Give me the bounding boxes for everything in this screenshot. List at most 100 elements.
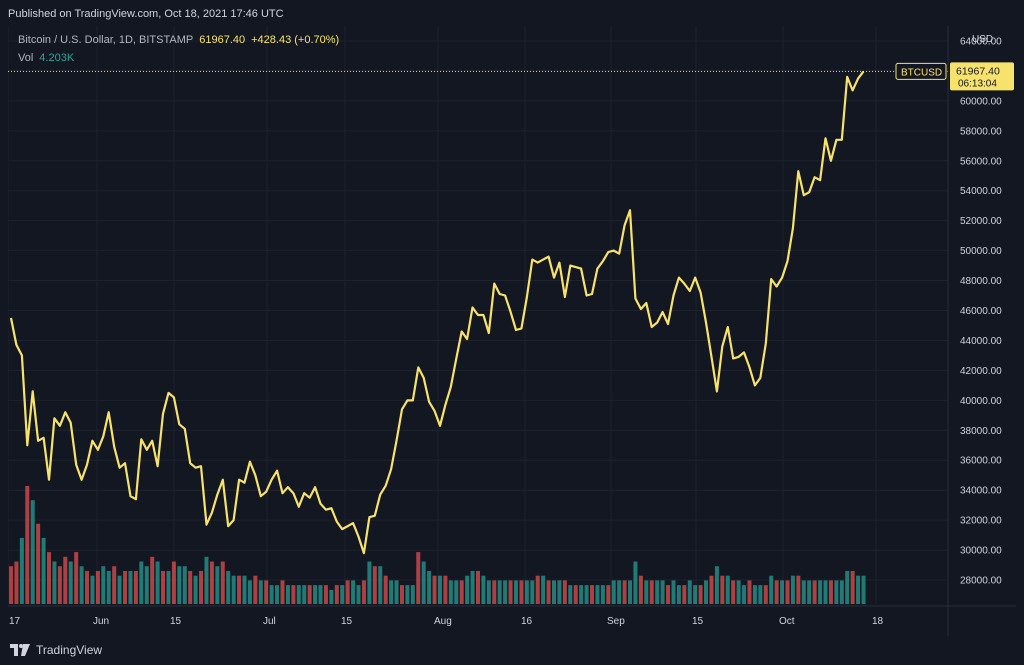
volume-bar [285, 585, 290, 604]
volume-bar [720, 575, 725, 604]
price-tick-label: 58000.00 [960, 126, 1002, 137]
volume-bar [302, 585, 307, 604]
volume-bar [682, 585, 687, 604]
volume-bar [117, 575, 122, 604]
volume-bar [30, 500, 35, 604]
volume-bar [769, 575, 774, 604]
time-tick-label: Jul [263, 616, 276, 627]
volume-bar [356, 585, 361, 604]
volume-bar [698, 585, 703, 604]
volume-bar [763, 585, 768, 604]
chart-panel[interactable]: 28000.00 30000.00 32000.00 34000.00 36000.00… [8, 26, 1016, 636]
price-tick-label: 50000.00 [960, 246, 1002, 257]
legend-change: +428.43 (+0.70%) [251, 34, 340, 46]
volume-bar [709, 575, 714, 604]
price-tick-label: 42000.00 [960, 366, 1002, 377]
volume-bar [150, 556, 155, 604]
volume-bar [731, 580, 736, 604]
volume-bar [367, 561, 372, 604]
legend-price: 61967.40 [199, 34, 246, 46]
volume-bar [839, 580, 844, 604]
tradingview-logo[interactable]: TradingView [10, 643, 102, 657]
volume-bar [9, 566, 13, 604]
volume-bar [492, 580, 497, 604]
volume-bar [242, 575, 247, 604]
volume-bar [155, 561, 160, 604]
volume-bar [432, 575, 437, 604]
volume-bar [427, 570, 432, 604]
price-series-line [9, 70, 865, 555]
volume-bar [275, 585, 280, 604]
volume-bar [14, 561, 19, 604]
time-tick-label: 15 [341, 616, 353, 627]
volume-bar [166, 570, 171, 604]
volume-bar [209, 561, 214, 604]
price-tick-label: 34000.00 [960, 486, 1002, 497]
volume-bar [834, 580, 839, 604]
volume-bar [237, 575, 242, 604]
chart-canvas[interactable]: 28000.00 30000.00 32000.00 34000.00 36000.00… [8, 26, 1016, 636]
volume-bar [812, 580, 817, 604]
volume-bar [378, 566, 383, 604]
volume-bar [758, 585, 763, 604]
volume-bar [383, 575, 388, 604]
volume-bar [291, 585, 296, 604]
volume-bar [541, 575, 546, 604]
volume-bar [856, 575, 861, 604]
volume-bar [845, 570, 850, 604]
symbol-legend[interactable]: Bitcoin / U.S. Dollar, 1D, BITSTAMP 61967… [18, 34, 339, 46]
volume-bar [264, 580, 269, 604]
last-price-text: 61967.40 [956, 65, 1000, 77]
volume-bar [736, 580, 741, 604]
volume-bar [226, 570, 231, 604]
volume-bar [486, 580, 491, 604]
volume-bar [193, 575, 198, 604]
volume-bar [389, 580, 394, 604]
volume-bar [617, 580, 622, 604]
volume-bar [41, 537, 46, 604]
volume-bar [19, 537, 24, 604]
volume-bar [774, 580, 779, 604]
footer: TradingView [0, 636, 1024, 665]
volume-bar [345, 580, 350, 604]
volume-bar [296, 585, 301, 604]
volume-bar [503, 580, 508, 604]
volume-bar [443, 575, 448, 604]
top-bar: Published on TradingView.com, Oct 18, 20… [0, 0, 1024, 26]
volume-bar [519, 580, 524, 604]
price-tick-label: 32000.00 [960, 516, 1002, 527]
volume-bar [818, 580, 823, 604]
volume-layer [9, 486, 866, 604]
volume-bar [801, 580, 806, 604]
volume-bar [36, 523, 41, 604]
volume-bar [231, 575, 236, 604]
volume-bar [258, 580, 263, 604]
volume-bar [497, 580, 502, 604]
volume-bar [112, 566, 117, 604]
volume-bar [828, 580, 833, 604]
volume-legend[interactable]: Vol 4.203K [18, 52, 74, 64]
last-price-box [950, 62, 1014, 91]
price-tick-label: 52000.00 [960, 216, 1002, 227]
volume-bar [161, 570, 166, 604]
volume-bar [807, 580, 812, 604]
time-tick-label: 17 [9, 616, 21, 627]
price-tick-label: 56000.00 [960, 156, 1002, 167]
grid-layer [8, 26, 948, 604]
price-tick-label: 64000.00 [960, 36, 1002, 47]
volume-bar [666, 585, 671, 604]
volume-bar [823, 580, 828, 604]
volume-bar [329, 589, 334, 604]
volume-bar [644, 580, 649, 604]
volume-bar [334, 585, 339, 604]
symbol-tag: BTCUSD [895, 62, 947, 80]
symbol-tag-box [895, 62, 947, 80]
time-tick-label: 18 [872, 616, 884, 627]
price-tick-label: 46000.00 [960, 306, 1002, 317]
volume-bar [475, 570, 480, 604]
volume-bar [590, 585, 595, 604]
price-line-layer [8, 70, 948, 555]
volume-bar [530, 580, 535, 604]
